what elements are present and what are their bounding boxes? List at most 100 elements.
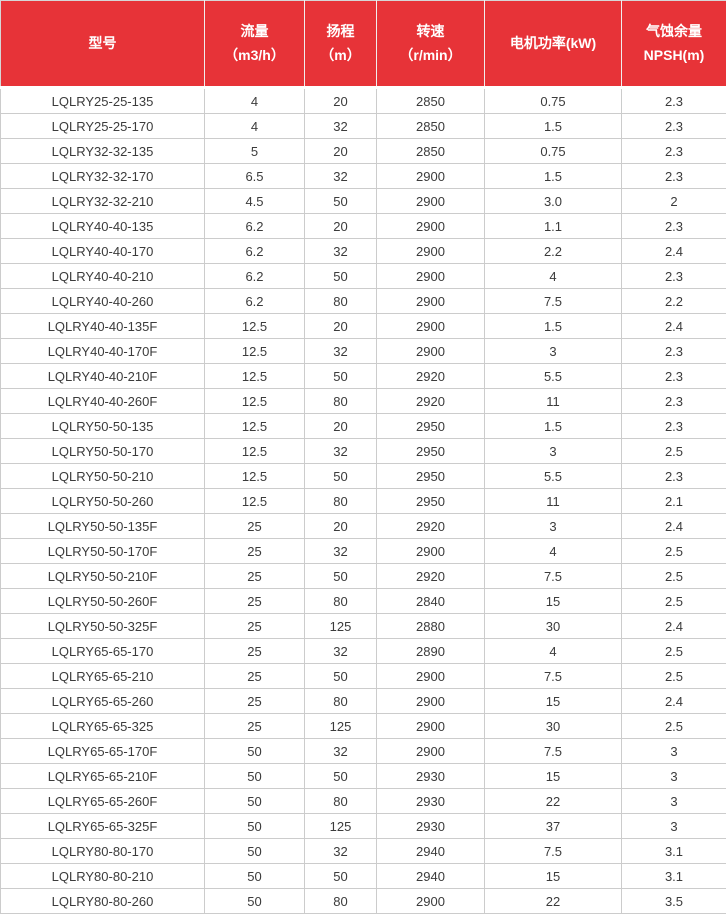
cell-speed: 2900 xyxy=(377,689,485,714)
cell-head: 50 xyxy=(305,864,377,889)
cell-speed: 2900 xyxy=(377,739,485,764)
cell-npsh: 2.3 xyxy=(622,114,726,139)
cell-head: 20 xyxy=(305,214,377,239)
cell-npsh: 3.1 xyxy=(622,864,726,889)
cell-speed: 2940 xyxy=(377,864,485,889)
cell-model: LQLRY40-40-260 xyxy=(1,289,205,314)
cell-model: LQLRY50-50-260F xyxy=(1,589,205,614)
cell-model: LQLRY50-50-170F xyxy=(1,539,205,564)
cell-head: 50 xyxy=(305,464,377,489)
cell-npsh: 3 xyxy=(622,764,726,789)
cell-speed: 2950 xyxy=(377,414,485,439)
cell-model: LQLRY40-40-135F xyxy=(1,314,205,339)
cell-npsh: 2.4 xyxy=(622,314,726,339)
cell-npsh: 2.3 xyxy=(622,389,726,414)
cell-npsh: 2.5 xyxy=(622,439,726,464)
cell-flow: 25 xyxy=(205,539,305,564)
cell-model: LQLRY65-65-260F xyxy=(1,789,205,814)
cell-npsh: 2.3 xyxy=(622,364,726,389)
cell-power: 11 xyxy=(485,489,622,514)
cell-flow: 25 xyxy=(205,639,305,664)
cell-npsh: 2.5 xyxy=(622,539,726,564)
cell-model: LQLRY65-65-325F xyxy=(1,814,205,839)
cell-head: 50 xyxy=(305,764,377,789)
cell-head: 32 xyxy=(305,114,377,139)
cell-power: 1.5 xyxy=(485,164,622,189)
cell-flow: 50 xyxy=(205,889,305,914)
cell-model: LQLRY50-50-210F xyxy=(1,564,205,589)
cell-model: LQLRY80-80-210 xyxy=(1,864,205,889)
cell-speed: 2890 xyxy=(377,639,485,664)
cell-npsh: 2.4 xyxy=(622,239,726,264)
cell-power: 1.5 xyxy=(485,114,622,139)
cell-flow: 6.5 xyxy=(205,164,305,189)
cell-power: 30 xyxy=(485,714,622,739)
cell-power: 15 xyxy=(485,589,622,614)
cell-head: 20 xyxy=(305,88,377,114)
cell-speed: 2920 xyxy=(377,564,485,589)
cell-npsh: 2.1 xyxy=(622,489,726,514)
cell-flow: 4.5 xyxy=(205,189,305,214)
cell-npsh: 2.5 xyxy=(622,589,726,614)
cell-flow: 25 xyxy=(205,714,305,739)
cell-head: 80 xyxy=(305,589,377,614)
cell-flow: 50 xyxy=(205,789,305,814)
cell-flow: 12.5 xyxy=(205,439,305,464)
cell-power: 5.5 xyxy=(485,364,622,389)
cell-flow: 4 xyxy=(205,114,305,139)
cell-speed: 2880 xyxy=(377,614,485,639)
cell-flow: 25 xyxy=(205,689,305,714)
cell-power: 3 xyxy=(485,339,622,364)
cell-flow: 5 xyxy=(205,139,305,164)
cell-npsh: 3 xyxy=(622,739,726,764)
cell-speed: 2850 xyxy=(377,88,485,114)
cell-npsh: 3 xyxy=(622,789,726,814)
cell-model: LQLRY50-50-135F xyxy=(1,514,205,539)
cell-flow: 6.2 xyxy=(205,239,305,264)
cell-model: LQLRY80-80-260 xyxy=(1,889,205,914)
cell-npsh: 2.3 xyxy=(622,139,726,164)
cell-head: 80 xyxy=(305,289,377,314)
cell-power: 5.5 xyxy=(485,464,622,489)
cell-head: 50 xyxy=(305,664,377,689)
cell-flow: 50 xyxy=(205,864,305,889)
cell-model: LQLRY80-80-170 xyxy=(1,839,205,864)
cell-power: 1.5 xyxy=(485,314,622,339)
cell-npsh: 2.2 xyxy=(622,289,726,314)
cell-flow: 6.2 xyxy=(205,264,305,289)
cell-speed: 2900 xyxy=(377,539,485,564)
cell-flow: 12.5 xyxy=(205,339,305,364)
cell-power: 3.0 xyxy=(485,189,622,214)
cell-flow: 25 xyxy=(205,514,305,539)
cell-power: 4 xyxy=(485,639,622,664)
cell-npsh: 2.3 xyxy=(622,414,726,439)
cell-model: LQLRY65-65-170F xyxy=(1,739,205,764)
cell-flow: 4 xyxy=(205,88,305,114)
cell-head: 80 xyxy=(305,789,377,814)
cell-speed: 2840 xyxy=(377,589,485,614)
cell-head: 20 xyxy=(305,314,377,339)
cell-head: 32 xyxy=(305,739,377,764)
cell-npsh: 2.5 xyxy=(622,664,726,689)
cell-power: 15 xyxy=(485,864,622,889)
cell-npsh: 2.5 xyxy=(622,564,726,589)
cell-power: 7.5 xyxy=(485,564,622,589)
cell-flow: 6.2 xyxy=(205,214,305,239)
cell-power: 22 xyxy=(485,789,622,814)
cell-head: 20 xyxy=(305,414,377,439)
cell-power: 11 xyxy=(485,389,622,414)
cell-flow: 50 xyxy=(205,839,305,864)
